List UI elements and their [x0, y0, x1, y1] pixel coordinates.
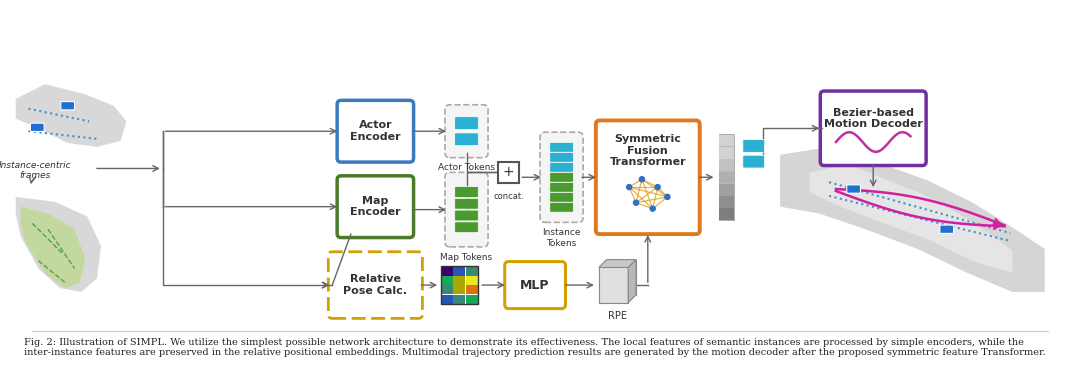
FancyBboxPatch shape [445, 172, 488, 247]
FancyBboxPatch shape [454, 285, 465, 295]
FancyBboxPatch shape [719, 159, 733, 171]
FancyBboxPatch shape [455, 117, 478, 129]
FancyBboxPatch shape [455, 198, 478, 209]
FancyBboxPatch shape [504, 262, 566, 309]
Text: +: + [503, 165, 514, 179]
Text: MLP: MLP [521, 278, 550, 291]
FancyBboxPatch shape [498, 162, 519, 183]
FancyBboxPatch shape [454, 276, 465, 285]
FancyBboxPatch shape [550, 152, 573, 162]
FancyBboxPatch shape [441, 295, 453, 304]
FancyBboxPatch shape [540, 132, 583, 222]
FancyBboxPatch shape [719, 134, 733, 146]
FancyBboxPatch shape [455, 210, 478, 221]
Polygon shape [810, 165, 1012, 272]
FancyBboxPatch shape [596, 120, 700, 234]
FancyBboxPatch shape [607, 260, 636, 295]
FancyBboxPatch shape [454, 267, 465, 276]
Text: Fig. 2: Illustration of SIMPL. We utilize the simplest possible network architec: Fig. 2: Illustration of SIMPL. We utiliz… [24, 338, 1045, 358]
FancyBboxPatch shape [550, 142, 573, 152]
Circle shape [650, 206, 656, 211]
Text: RPE: RPE [608, 311, 626, 320]
FancyBboxPatch shape [940, 225, 954, 233]
FancyBboxPatch shape [719, 209, 733, 220]
FancyBboxPatch shape [465, 295, 477, 304]
FancyBboxPatch shape [719, 172, 733, 183]
Text: Bezier-based
Motion Decoder: Bezier-based Motion Decoder [824, 108, 922, 129]
Circle shape [656, 185, 660, 189]
FancyBboxPatch shape [465, 285, 477, 295]
FancyBboxPatch shape [719, 184, 733, 196]
FancyBboxPatch shape [60, 102, 75, 110]
Text: Actor
Encoder: Actor Encoder [350, 120, 401, 142]
FancyBboxPatch shape [454, 295, 465, 304]
FancyBboxPatch shape [30, 123, 44, 131]
FancyBboxPatch shape [337, 100, 414, 162]
FancyBboxPatch shape [550, 172, 573, 182]
FancyBboxPatch shape [550, 193, 573, 202]
Text: concat.: concat. [494, 192, 524, 201]
FancyBboxPatch shape [847, 185, 861, 193]
Text: Map Tokens: Map Tokens [441, 253, 492, 262]
FancyBboxPatch shape [465, 267, 477, 276]
Text: Symmetric
Fusion
Transformer: Symmetric Fusion Transformer [609, 134, 686, 167]
FancyBboxPatch shape [441, 276, 453, 285]
Text: Instance
Tokens: Instance Tokens [542, 228, 581, 248]
FancyBboxPatch shape [455, 133, 478, 146]
FancyBboxPatch shape [719, 147, 733, 159]
FancyBboxPatch shape [441, 267, 453, 276]
Polygon shape [629, 260, 636, 303]
Text: Instance-centric
frames: Instance-centric frames [0, 161, 71, 180]
FancyBboxPatch shape [719, 134, 733, 220]
FancyBboxPatch shape [455, 186, 478, 197]
FancyBboxPatch shape [821, 91, 927, 165]
Circle shape [665, 194, 670, 199]
Polygon shape [780, 148, 1044, 292]
FancyBboxPatch shape [719, 196, 733, 208]
FancyBboxPatch shape [455, 222, 478, 233]
Text: Relative
Pose Calc.: Relative Pose Calc. [343, 274, 407, 296]
Text: Map
Encoder: Map Encoder [350, 196, 401, 217]
Circle shape [639, 177, 645, 182]
FancyBboxPatch shape [743, 139, 765, 152]
Circle shape [626, 185, 632, 189]
FancyBboxPatch shape [598, 267, 629, 303]
FancyBboxPatch shape [550, 162, 573, 172]
Polygon shape [16, 197, 100, 292]
FancyBboxPatch shape [743, 155, 765, 168]
Polygon shape [598, 260, 636, 267]
FancyBboxPatch shape [550, 202, 573, 212]
Text: Actor Tokens: Actor Tokens [438, 163, 495, 172]
FancyBboxPatch shape [337, 176, 414, 238]
Circle shape [634, 200, 638, 205]
Polygon shape [16, 84, 126, 147]
FancyBboxPatch shape [441, 285, 453, 295]
FancyBboxPatch shape [465, 276, 477, 285]
FancyBboxPatch shape [445, 105, 488, 158]
Polygon shape [21, 207, 85, 288]
FancyBboxPatch shape [328, 252, 422, 319]
FancyBboxPatch shape [550, 182, 573, 192]
